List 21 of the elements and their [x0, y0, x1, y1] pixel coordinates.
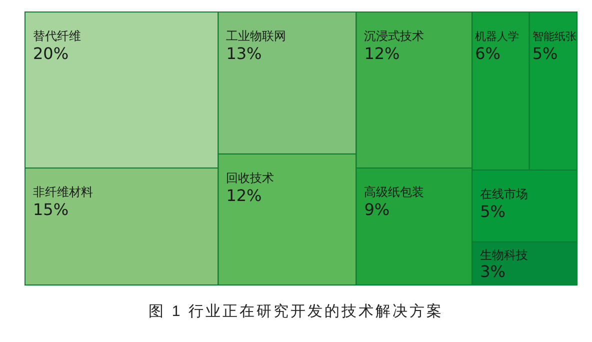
data-label: 5%: [480, 202, 506, 222]
caption: 图 1 行业正在研究开发的技术解决方案: [148, 303, 444, 320]
data-label: 12%: [364, 44, 400, 63]
category-label: 生物科技: [480, 248, 528, 262]
category-label: 非纤维材料: [33, 185, 93, 199]
category-label: 回收技术: [226, 170, 274, 185]
category-label: 沉浸式技术: [364, 29, 424, 43]
data-label: 12%: [226, 186, 262, 205]
category-label: 在线市场: [480, 187, 528, 202]
category-label: 机器人学: [475, 31, 520, 43]
data-label: 3%: [480, 262, 506, 281]
data-label: 6%: [475, 44, 501, 63]
category-label: 替代纤维: [33, 29, 81, 43]
category-label: 智能纸张: [532, 30, 576, 43]
category-label: 高级纸包装: [364, 185, 424, 199]
data-label: 9%: [364, 200, 390, 219]
category-label: 工业物联网: [226, 29, 286, 43]
data-label: 5%: [532, 44, 558, 63]
data-label: 15%: [33, 200, 69, 219]
data-label: 13%: [226, 44, 262, 63]
data-label: 20%: [33, 44, 69, 63]
